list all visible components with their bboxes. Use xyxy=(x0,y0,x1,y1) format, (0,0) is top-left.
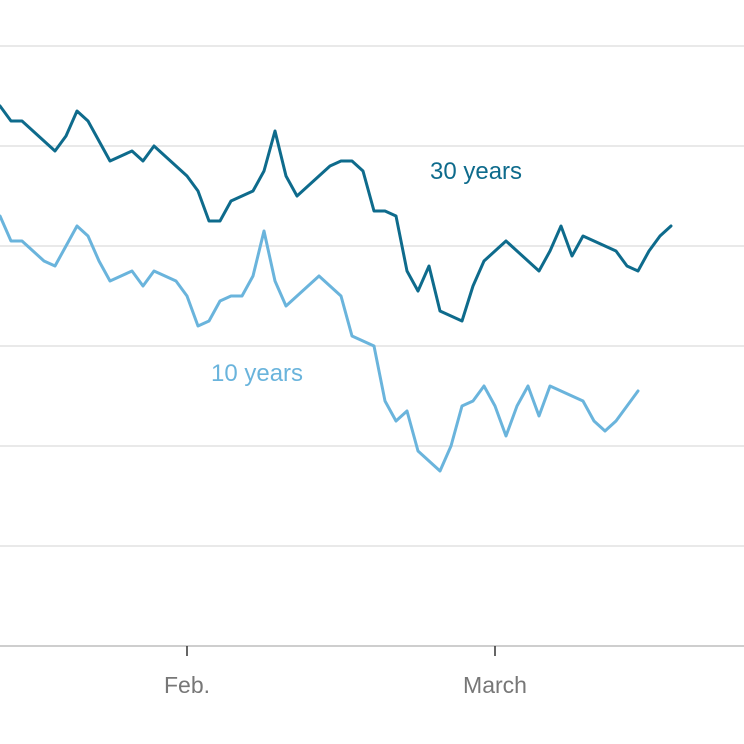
x-axis: Feb. March xyxy=(164,646,527,698)
series-line-10-years xyxy=(0,214,640,473)
x-tick-label: Feb. xyxy=(164,672,210,698)
series-line-30-years xyxy=(0,104,673,323)
series-label-10-years: 10 years xyxy=(211,360,303,387)
series-lines xyxy=(0,104,673,473)
gridlines xyxy=(0,45,744,647)
x-tick-label: March xyxy=(463,672,527,698)
series-label-30-years: 30 years xyxy=(430,158,522,185)
